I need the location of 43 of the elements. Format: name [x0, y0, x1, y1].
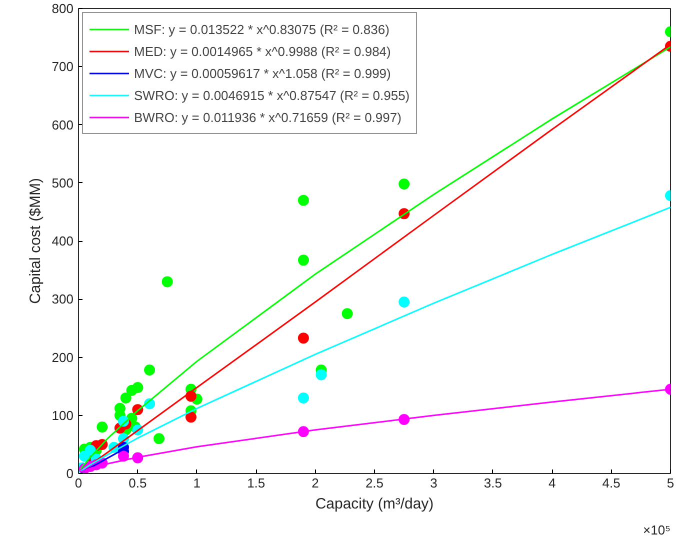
legend-label: SWRO: y = 0.0046915 * x^0.87547 (R² = 0.955)	[134, 88, 410, 102]
x-tick-label: 3	[430, 476, 438, 490]
x-tick-label: 4.5	[602, 476, 620, 490]
text: ×10⁵	[643, 522, 671, 538]
x-tick-label: 1.5	[247, 476, 266, 490]
point	[298, 194, 309, 206]
y-tick-label: 0	[66, 466, 74, 481]
point	[298, 392, 309, 404]
point	[144, 364, 156, 376]
point	[298, 254, 309, 266]
x-axis-title: Capacity (m³/day)	[315, 496, 434, 512]
legend-label: MSF: y = 0.013522 * x^0.83075 (R² = 0.836)	[134, 22, 390, 36]
point	[316, 369, 327, 380]
point	[120, 392, 132, 404]
x-tick-label: 2	[312, 476, 319, 490]
legend-label: MED: y = 0.0014965 * x^0.9988 (R² = 0.984)	[134, 44, 391, 58]
x-tick-label: 0.5	[128, 476, 147, 490]
x-tick-label: 4	[548, 476, 556, 490]
y-tick-label: 200	[52, 350, 74, 365]
y-tick-label: 600	[52, 117, 74, 132]
point	[298, 332, 309, 344]
y-tick-label: 100	[52, 408, 74, 423]
point	[185, 412, 196, 423]
x-tick-label: 1	[193, 476, 201, 490]
y-tick-label: 300	[52, 292, 74, 307]
legend-label: MVC: y = 0.00059617 * x^1.058 (R² = 0.999)	[134, 66, 391, 80]
y-tick-label: 800	[52, 1, 74, 16]
point	[342, 308, 353, 320]
y-axis-title: Capital cost ($MM)	[26, 178, 44, 304]
x-tick-label: 2.5	[365, 476, 384, 490]
x-tick-label: 3.5	[484, 476, 502, 490]
point	[126, 384, 138, 396]
point	[154, 433, 165, 444]
point	[96, 422, 108, 432]
point	[162, 276, 173, 288]
y-tick-label: 400	[52, 234, 74, 248]
point	[398, 178, 410, 190]
y-tick-label: 700	[52, 59, 74, 74]
y-tick-label: 500	[52, 175, 74, 190]
legend-label: BWRO: y = 0.011936 * x^0.71659 (R² = 0.997)	[134, 110, 402, 124]
point	[398, 296, 410, 308]
x-tick-label: 5	[666, 476, 674, 490]
point	[78, 450, 90, 462]
